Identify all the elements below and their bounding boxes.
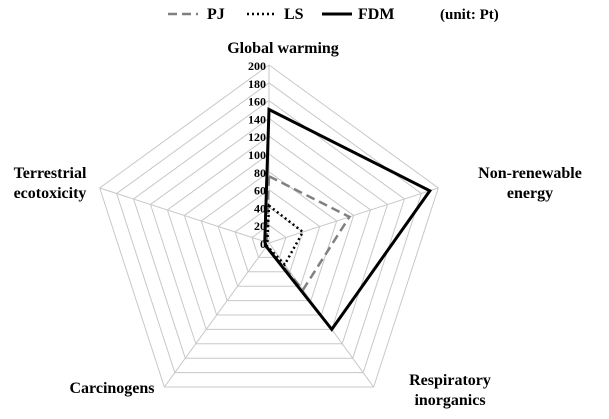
axis-label-non-renewable-energy: energy	[507, 185, 553, 202]
axis-label-terrestrial-ecotoxicity: Terrestrial	[14, 165, 87, 182]
tick-label: 0	[260, 237, 266, 251]
unit-label: (unit: Pt)	[440, 7, 499, 23]
legend-label-pj: PJ	[207, 6, 225, 23]
axis-label-layer: Global warming Non-renewable energy Respira…	[14, 40, 582, 409]
tick-label: 40	[254, 201, 266, 215]
tick-label: 100	[248, 148, 266, 162]
tick-label: 80	[254, 166, 266, 180]
series-line-pj	[265, 174, 352, 292]
grid-ring	[166, 135, 372, 330]
axis-label-respiratory-inorganics: inorganics	[414, 392, 485, 409]
tick-label: 180	[248, 77, 266, 91]
legend-label-ls: LS	[284, 6, 304, 23]
tick-label: 140	[248, 112, 266, 126]
axis-spoke	[163, 242, 270, 388]
tick-label-layer: 0 20 40 60 80 100 120 140 160 180 200	[248, 59, 266, 251]
axis-spoke	[268, 187, 439, 244]
series-line-fdm	[263, 107, 433, 332]
grid-ring	[200, 171, 338, 302]
axis-label-global-warming: Global warming	[227, 40, 339, 57]
grid-ring	[132, 99, 406, 359]
tick-label: 200	[248, 59, 266, 73]
grid-ring	[149, 117, 389, 345]
tick-label: 120	[248, 130, 266, 144]
axis-label-respiratory-inorganics: Respiratory	[409, 372, 491, 389]
axis-label-non-renewable-energy: Non-renewable	[478, 165, 582, 182]
axis-spoke	[99, 187, 270, 244]
tick-label: 20	[254, 219, 266, 233]
grid-ring	[251, 224, 287, 258]
grid-ring	[99, 64, 439, 388]
axis-label-carcinogens: Carcinogens	[69, 380, 154, 397]
grid-ring	[217, 188, 321, 287]
legend-label-fdm: FDM	[358, 6, 394, 23]
axis-label-terrestrial-ecotoxicity: ecotoxicity	[14, 185, 87, 202]
legend: PJ LS FDM	[168, 6, 394, 23]
tick-label: 160	[248, 95, 266, 109]
tick-label: 60	[254, 184, 266, 198]
series-layer	[263, 107, 433, 332]
grid-ring	[183, 153, 355, 316]
series-line-ls	[265, 203, 305, 267]
